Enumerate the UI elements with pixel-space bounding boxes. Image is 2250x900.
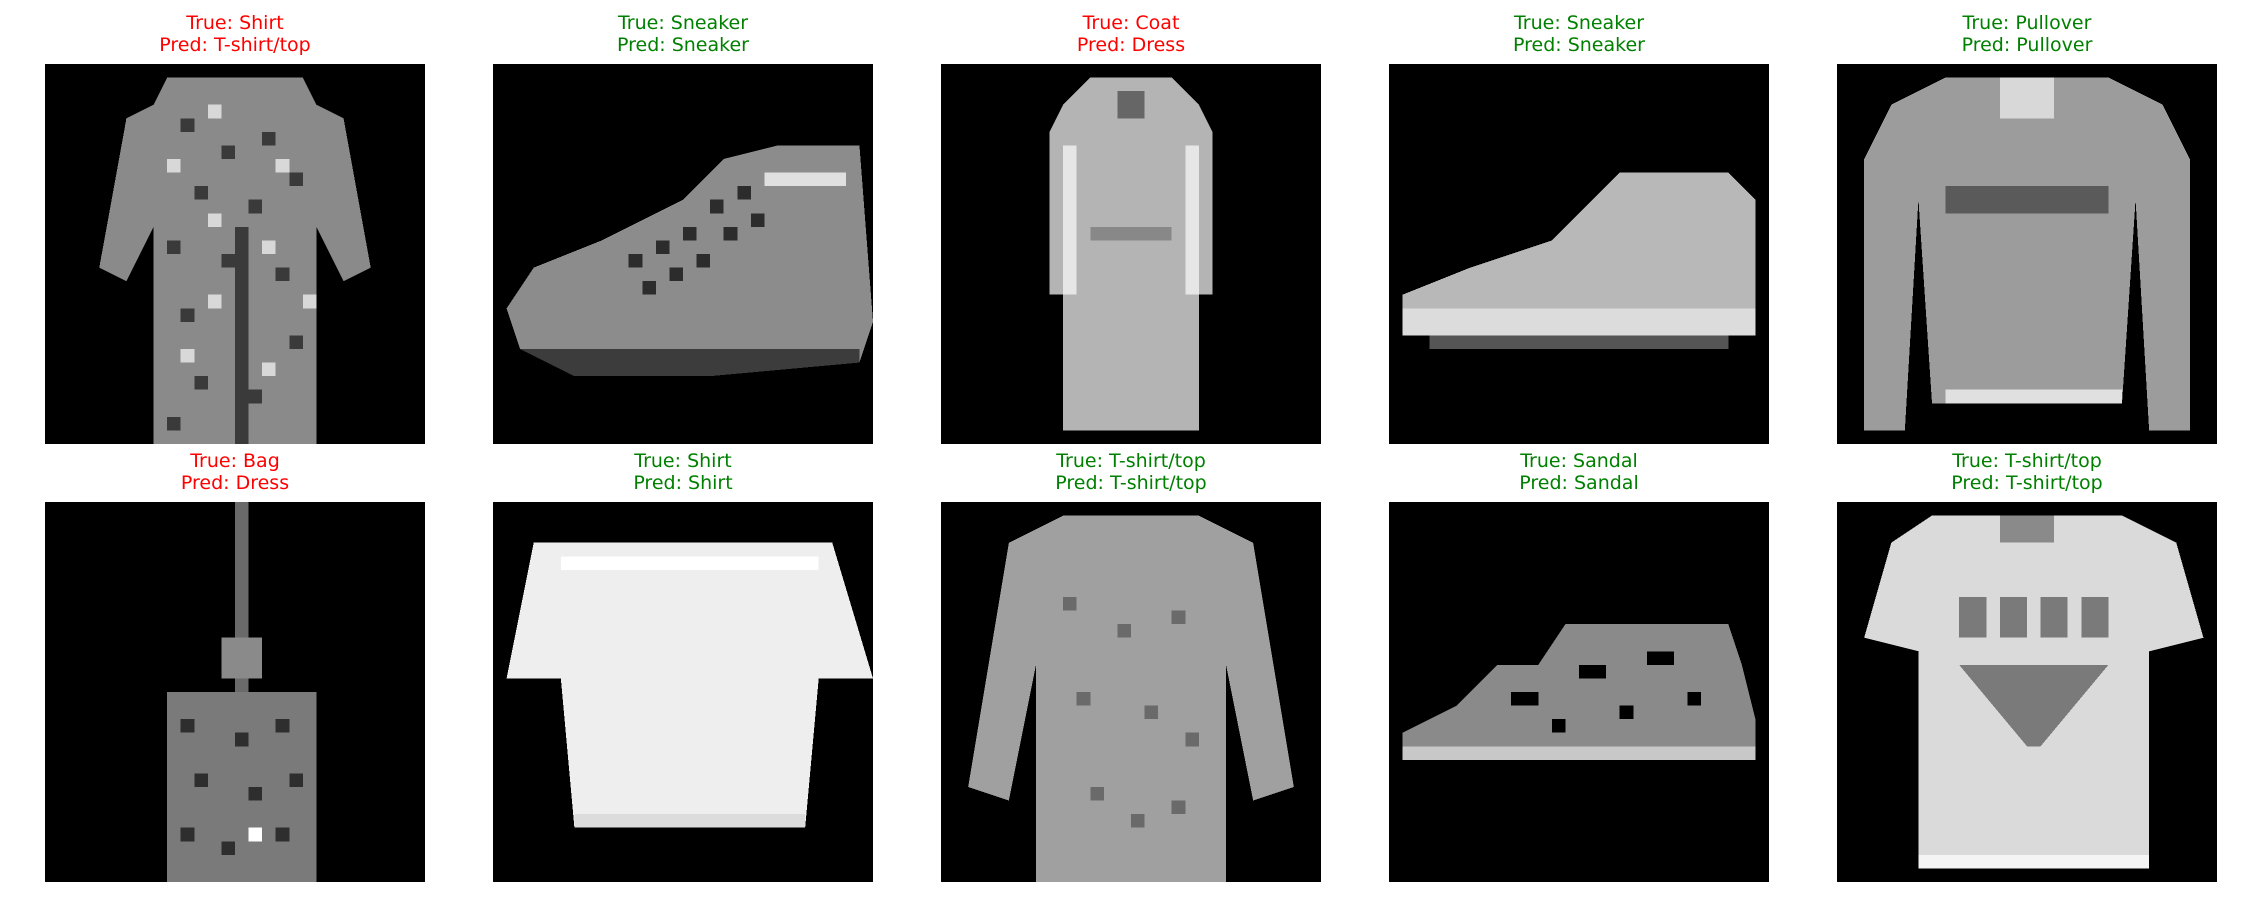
pred-label: Pred: Shirt	[633, 472, 733, 494]
image-shirt	[45, 64, 425, 444]
true-label: True: T-shirt/top	[1056, 450, 1206, 472]
pred-label: Pred: Sneaker	[1513, 34, 1645, 56]
pixel-image	[1837, 64, 2217, 444]
pred-label: Pred: T-shirt/top	[1951, 472, 2103, 494]
image-tshirt	[493, 502, 873, 882]
image-sneaker	[493, 64, 873, 444]
pred-label: Pred: Sandal	[1519, 472, 1639, 494]
image-sandal	[1389, 502, 1769, 882]
pred-label: Pred: Dress	[1076, 34, 1186, 56]
true-label: True: Sneaker	[1513, 12, 1645, 34]
pred-label: Pred: T-shirt/top	[1055, 472, 1207, 494]
pixel-image	[1837, 502, 2217, 882]
pixel-image	[493, 64, 873, 444]
true-label: True: Pullover	[1962, 12, 2092, 34]
image-sneaker	[1389, 64, 1769, 444]
true-label: True: Bag	[190, 450, 280, 472]
pixel-image	[1389, 64, 1769, 444]
pred-label: Pred: Sneaker	[617, 34, 749, 56]
pixel-image	[941, 64, 1321, 444]
true-label: True: Sneaker	[617, 12, 749, 34]
image-pullover	[1837, 64, 2217, 444]
true-label: True: Coat	[1082, 12, 1180, 34]
true-label: True: Shirt	[186, 12, 284, 34]
true-label: True: T-shirt/top	[1952, 450, 2102, 472]
pred-label: Pred: Dress	[180, 472, 290, 494]
pixel-image	[493, 502, 873, 882]
pred-label: Pred: T-shirt/top	[159, 34, 311, 56]
pred-label: Pred: Pullover	[1961, 34, 2093, 56]
image-coat	[941, 64, 1321, 444]
pixel-image	[1389, 502, 1769, 882]
image-bag	[45, 502, 425, 882]
true-label: True: Shirt	[634, 450, 732, 472]
true-label: True: Sandal	[1520, 450, 1638, 472]
pixel-image	[45, 502, 425, 882]
image-tshirt	[941, 502, 1321, 882]
image-tshirt	[1837, 502, 2217, 882]
pixel-image	[941, 502, 1321, 882]
pixel-image	[45, 64, 425, 444]
